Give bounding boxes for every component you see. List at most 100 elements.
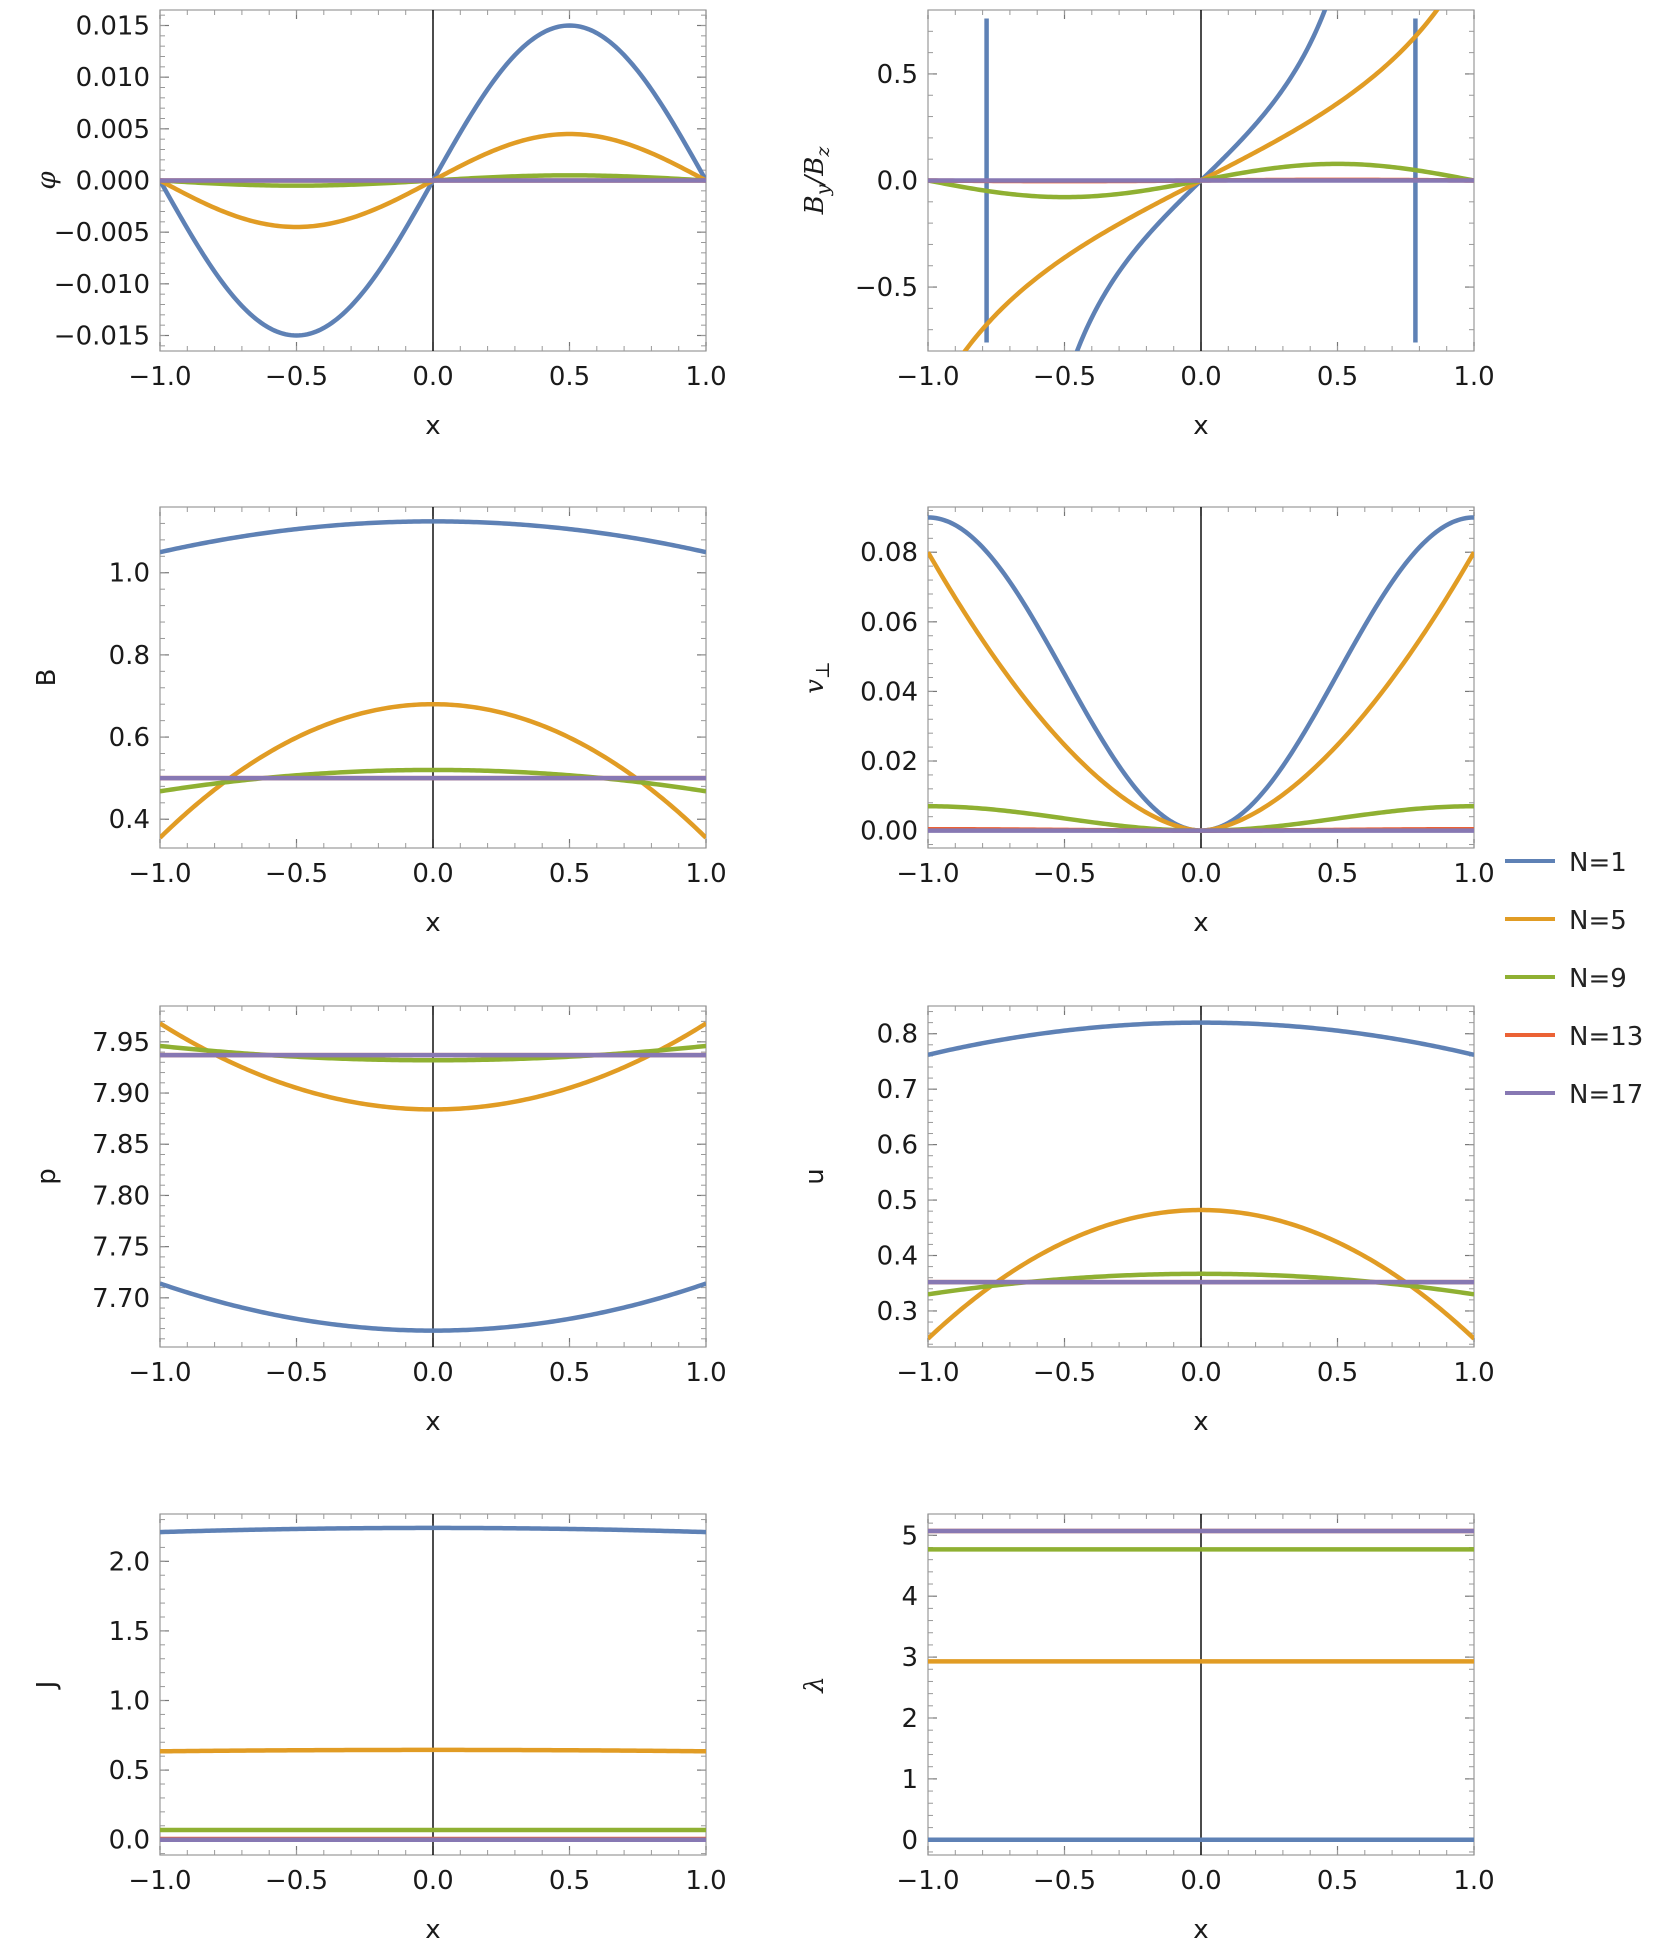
x-tick-label: −1.0 <box>128 1358 191 1388</box>
y-tick-label: 0.02 <box>860 747 918 777</box>
legend-label-n9: N=9 <box>1569 964 1627 994</box>
legend-swatch-n1 <box>1505 859 1555 863</box>
x-tick-label: −0.5 <box>1033 859 1096 889</box>
x-tick-label: 0.0 <box>412 859 453 889</box>
x-axis-label: x <box>1193 1407 1208 1437</box>
y-axis-label: φ <box>32 171 62 190</box>
y-tick-label: 0.08 <box>860 538 918 568</box>
y-tick-label: 0.06 <box>860 608 918 638</box>
x-tick-label: 0.0 <box>1180 1866 1221 1896</box>
panel-vperp: −1.0 −0.5 0.0 0.5 1.0 0.00 0.02 0.04 0.06 0.08 x v⊥ <box>800 506 1495 938</box>
series-group <box>160 23 706 338</box>
y-tick-label: 0.015 <box>76 12 150 42</box>
y-tick-label: 7.70 <box>92 1284 150 1314</box>
y-tick-label: 5 <box>901 1521 918 1551</box>
y-tick-label: 0.8 <box>109 641 150 671</box>
panel-J: −1.0 −0.5 0.0 0.5 1.0 0.0 0.5 1.0 1.5 2.0 x J <box>32 1513 727 1945</box>
series-group <box>160 1021 706 1333</box>
x-tick-label: 0.0 <box>1180 1358 1221 1388</box>
x-axis-label: x <box>425 411 440 441</box>
x-tick-label: 0.0 <box>412 1866 453 1896</box>
panel-byBz: −1.0 −0.5 0.0 0.5 1.0 −0.5 0.0 0.5 x By/Bz <box>800 9 1495 441</box>
x-tick-label: −1.0 <box>896 1358 959 1388</box>
y-tick-label: 0.04 <box>860 677 918 707</box>
series-line-n1 <box>160 1281 706 1333</box>
x-tick-label: −0.5 <box>265 362 328 392</box>
legend-item-n5: N=5 <box>1505 906 1655 936</box>
y-tick-label: 2 <box>901 1704 918 1734</box>
y-axis-label: v⊥ <box>800 661 834 694</box>
x-tick-label: −1.0 <box>128 859 191 889</box>
x-tick-label: 0.5 <box>1317 1358 1358 1388</box>
series-line-n1 <box>160 1525 706 1535</box>
y-axis-label: λ <box>800 1676 830 1693</box>
y-tick-label: 0.0 <box>877 167 918 197</box>
x-tick-label: −1.0 <box>896 362 959 392</box>
y-tick-label: 0.6 <box>877 1131 918 1161</box>
y-axis-label: p <box>32 1168 62 1185</box>
x-axis-label: x <box>1193 411 1208 441</box>
y-tick-label: 1.0 <box>109 559 150 589</box>
y-tick-label: 7.85 <box>92 1130 150 1160</box>
y-tick-label: 0.4 <box>877 1242 918 1272</box>
y-tick-label: 4 <box>901 1582 918 1612</box>
y-tick-label: 0.0 <box>109 1826 150 1856</box>
y-tick-label: 0.5 <box>109 1756 150 1786</box>
series-line-n5 <box>160 1747 706 1754</box>
panel-phi: −1.0 −0.5 0.0 0.5 1.0 −0.015 −0.010 −0.005 0.000… <box>32 9 727 441</box>
y-axis-label: By/Bz <box>800 146 834 216</box>
series-group <box>928 1020 1474 1341</box>
y-axis-label: u <box>800 1168 830 1184</box>
y-tick-label: 7.90 <box>92 1079 150 1109</box>
series-group <box>160 519 706 840</box>
legend-swatch-n17 <box>1505 1091 1555 1095</box>
x-tick-label: 0.5 <box>549 859 590 889</box>
x-tick-label: −0.5 <box>1033 1358 1096 1388</box>
y-tick-label: 0.005 <box>76 115 150 145</box>
series-group <box>160 1525 706 1842</box>
y-tick-label: 0.6 <box>109 723 150 753</box>
x-tick-label: 1.0 <box>685 859 726 889</box>
y-tick-label: 0.3 <box>877 1297 918 1327</box>
x-tick-label: 0.0 <box>1180 859 1221 889</box>
series-line-n5 <box>160 1021 706 1112</box>
y-tick-label: 0.000 <box>76 167 150 197</box>
y-tick-label: −0.005 <box>54 218 150 248</box>
y-tick-label: 7.95 <box>92 1028 150 1058</box>
y-axis-label: J <box>32 1681 62 1691</box>
y-tick-label: 0.5 <box>877 1186 918 1216</box>
x-tick-label: −0.5 <box>1033 1866 1096 1896</box>
x-axis-label: x <box>425 1915 440 1945</box>
y-tick-label: 3 <box>901 1643 918 1673</box>
y-tick-label: 0.010 <box>76 63 150 93</box>
x-axis-label: x <box>1193 1915 1208 1945</box>
y-tick-label: 1.5 <box>109 1617 150 1647</box>
series-line-n5 <box>928 1207 1474 1341</box>
x-axis-label: x <box>1193 908 1208 938</box>
x-tick-label: 0.5 <box>549 362 590 392</box>
legend-item-n9: N=9 <box>1505 964 1655 994</box>
y-tick-label: 0 <box>901 1826 918 1856</box>
x-tick-label: 0.5 <box>549 1866 590 1896</box>
y-tick-label: 0.8 <box>877 1020 918 1050</box>
x-tick-label: 1.0 <box>1453 859 1494 889</box>
panel-lambda: −1.0 −0.5 0.0 0.5 1.0 0 1 2 3 4 5 x λ <box>800 1513 1495 1945</box>
legend-label-n5: N=5 <box>1569 906 1627 936</box>
legend-item-n13: N=13 <box>1505 1022 1655 1052</box>
series-group <box>928 1528 1474 1843</box>
x-tick-label: −1.0 <box>896 1866 959 1896</box>
x-tick-label: 0.5 <box>1317 859 1358 889</box>
y-tick-label: −0.015 <box>54 322 150 352</box>
x-tick-label: 1.0 <box>1453 1358 1494 1388</box>
x-tick-label: 1.0 <box>685 362 726 392</box>
legend-swatch-n5 <box>1505 917 1555 921</box>
legend-label-n13: N=13 <box>1569 1022 1644 1052</box>
y-axis-label: B <box>32 669 62 687</box>
y-tick-label: 7.75 <box>92 1233 150 1263</box>
x-tick-label: −1.0 <box>896 859 959 889</box>
x-axis-label: x <box>425 908 440 938</box>
legend-swatch-n13 <box>1505 1033 1555 1037</box>
x-tick-label: 1.0 <box>1453 1866 1494 1896</box>
x-tick-label: −0.5 <box>265 1358 328 1388</box>
